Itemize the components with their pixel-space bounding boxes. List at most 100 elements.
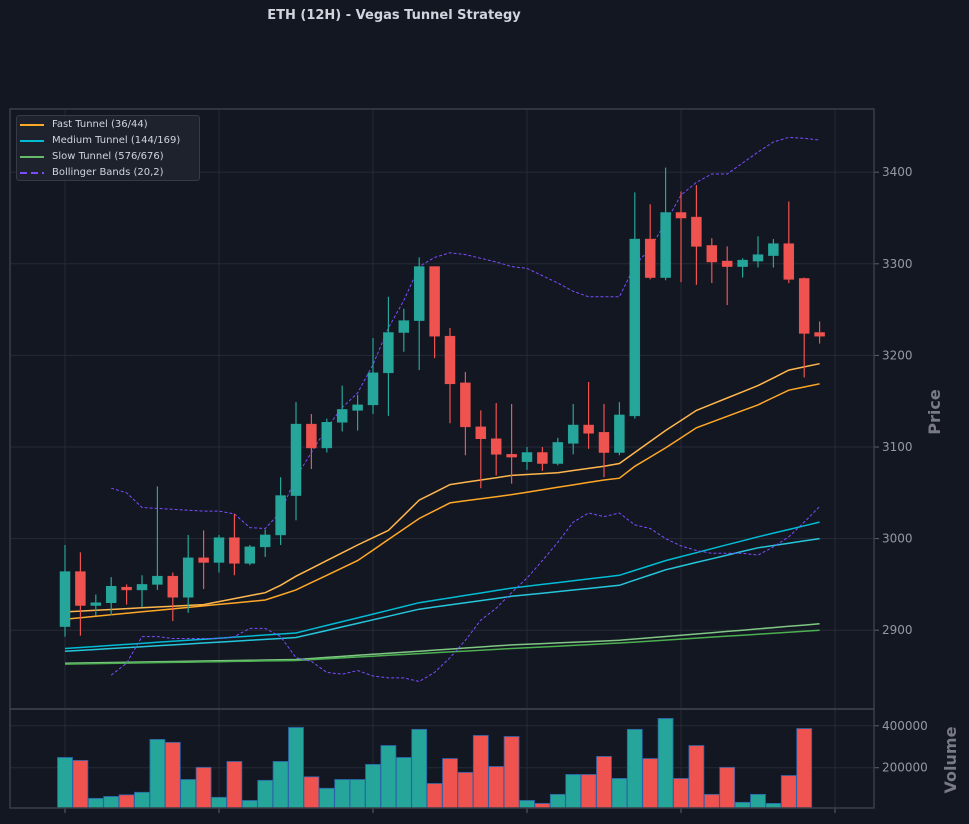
candle	[367, 338, 379, 415]
candle	[706, 238, 718, 284]
line-slow-upper	[64, 623, 820, 664]
volume-bar	[380, 745, 397, 809]
candle-body	[552, 442, 564, 464]
candle	[244, 545, 256, 566]
candle-body	[675, 212, 687, 219]
line-slow-lower	[64, 629, 820, 665]
candle	[537, 447, 548, 471]
candle	[675, 191, 687, 283]
candle	[152, 486, 163, 590]
line-bb-lower	[110, 506, 820, 683]
candle	[398, 308, 410, 352]
candle-body	[121, 586, 132, 591]
volume-bar	[596, 756, 612, 809]
volume-bar	[241, 800, 258, 809]
candle	[475, 410, 487, 489]
volume-bar	[226, 761, 243, 809]
line-medium-upper	[64, 521, 820, 650]
volume-bar	[426, 783, 443, 809]
candle	[567, 403, 579, 455]
volume-bar	[211, 796, 227, 809]
volume-tick-label: 400000	[882, 719, 928, 733]
volume-bar	[87, 797, 104, 809]
candle	[614, 402, 625, 456]
volume-bar	[488, 766, 505, 809]
price-tick-label: 3300	[882, 257, 913, 271]
candle-body	[583, 424, 594, 434]
candle	[721, 246, 733, 306]
candle	[275, 477, 286, 546]
candle-body	[629, 238, 641, 417]
candle	[121, 584, 132, 605]
volume-bar	[195, 766, 212, 809]
volume-bar	[565, 774, 582, 809]
candle	[105, 577, 117, 616]
candle-body	[213, 537, 225, 563]
volume-bar	[642, 758, 659, 809]
legend-swatch-fast	[20, 124, 44, 126]
candle	[783, 201, 795, 284]
line-fast-lower	[64, 383, 820, 620]
candle	[506, 403, 517, 484]
candle	[814, 321, 825, 344]
candle-body	[752, 254, 764, 262]
candle-body	[644, 238, 656, 278]
candle-body	[521, 452, 533, 462]
volume-bar	[164, 741, 181, 809]
candle	[306, 414, 317, 469]
candle-body	[105, 586, 117, 603]
candle-body	[460, 382, 471, 428]
candle-body	[598, 432, 610, 453]
candle	[583, 381, 594, 449]
candle-body	[660, 212, 671, 278]
candle	[737, 258, 748, 278]
volume-bar	[457, 771, 474, 809]
volume-bar	[549, 793, 566, 809]
candle-body	[336, 409, 348, 423]
candle	[598, 403, 610, 478]
chart-title: ETH (12H) - Vegas Tunnel Strategy	[267, 8, 521, 23]
candle	[59, 545, 71, 637]
candle-body	[490, 438, 502, 455]
candle-body	[352, 404, 363, 411]
volume-bar	[626, 728, 643, 809]
volume-bar	[118, 794, 135, 809]
candle	[521, 447, 533, 470]
volume-bar	[72, 759, 89, 809]
candle-body	[59, 571, 71, 627]
candle-body	[290, 423, 302, 496]
volume-bar	[365, 763, 381, 809]
candle-body	[182, 557, 194, 598]
volume-bar	[719, 766, 736, 809]
candle-body	[814, 332, 825, 337]
candle-body	[691, 216, 702, 247]
volume-bar	[472, 735, 489, 809]
candle-body	[475, 426, 487, 440]
legend-swatch-bollinger	[20, 172, 44, 174]
candle	[768, 239, 779, 268]
candle	[336, 385, 348, 432]
candle	[352, 394, 363, 431]
legend: Fast Tunnel (36/44) Medium Tunnel (144/1…	[16, 115, 200, 181]
candle	[460, 371, 471, 456]
candle	[321, 418, 333, 453]
volume-bar	[411, 728, 428, 809]
price-panel-frame	[9, 108, 875, 710]
candle	[660, 167, 671, 281]
volume-bar	[519, 800, 535, 809]
legend-label: Medium Tunnel (144/169)	[52, 135, 181, 146]
candle	[198, 530, 209, 589]
volume-bar	[134, 791, 150, 809]
volume-bar	[611, 778, 628, 809]
candle-body	[90, 602, 102, 606]
volume-bar	[272, 761, 289, 809]
candle-body	[398, 320, 410, 333]
volume-tick-label: 200000	[882, 761, 928, 775]
candle	[444, 327, 456, 424]
candle-body	[275, 495, 286, 536]
line-medium-lower	[64, 537, 820, 653]
candle-body	[167, 575, 179, 598]
candle-body	[798, 278, 810, 334]
candle	[429, 266, 440, 359]
candle-body	[614, 414, 625, 453]
